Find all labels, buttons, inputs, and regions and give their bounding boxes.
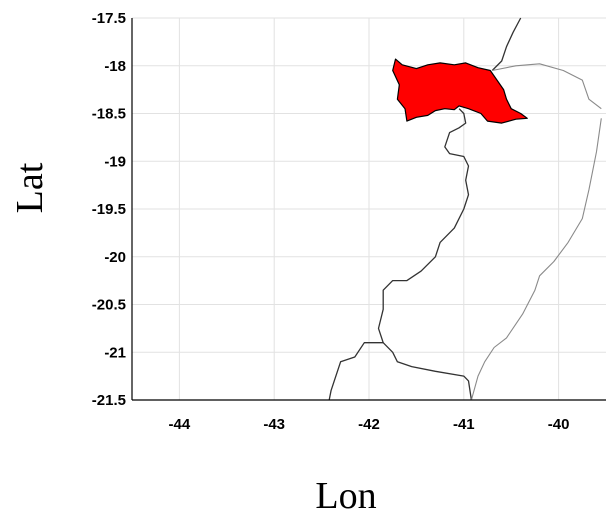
y-tick-label: -21 bbox=[104, 344, 126, 361]
x-tick-label: -42 bbox=[358, 416, 380, 433]
x-tick-label: -44 bbox=[169, 416, 191, 433]
border-line-dark bbox=[491, 17, 522, 71]
y-tick-label: -21.5 bbox=[92, 392, 126, 409]
x-tick-label: -41 bbox=[453, 416, 475, 433]
state-border-lines bbox=[328, 17, 602, 401]
highlighted-region[interactable] bbox=[392, 58, 528, 124]
grid-lines bbox=[132, 17, 606, 401]
y-tick-label: -17.5 bbox=[92, 10, 126, 27]
border-line-light bbox=[470, 118, 602, 401]
border-line-light bbox=[492, 63, 602, 110]
y-tick-label: -19.5 bbox=[92, 201, 126, 218]
y-tick-label: -19 bbox=[104, 153, 126, 170]
x-tick-labels: -44 -43 -42 -41 -40 bbox=[169, 416, 570, 433]
border-line-dark bbox=[328, 108, 470, 401]
y-tick-label: -18.5 bbox=[92, 106, 126, 123]
y-axis-label: Lat bbox=[9, 162, 51, 213]
y-tick-labels: -17.5 -18 -18.5 -19 -19.5 -20 -20.5 -21 -21.5 bbox=[92, 10, 126, 409]
y-tick-label: -20.5 bbox=[92, 297, 126, 314]
border-line-dark bbox=[382, 342, 473, 401]
y-tick-label: -20 bbox=[104, 249, 126, 266]
x-tick-label: -40 bbox=[548, 416, 570, 433]
x-tick-label: -43 bbox=[263, 416, 285, 433]
y-tick-label: -18 bbox=[104, 58, 126, 75]
plot-area bbox=[131, 17, 606, 401]
x-axis-label: Lon bbox=[315, 475, 376, 515]
